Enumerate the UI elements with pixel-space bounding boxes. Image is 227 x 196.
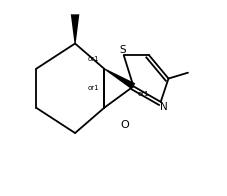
Text: N: N xyxy=(159,102,167,112)
Text: or1: or1 xyxy=(87,56,99,62)
Text: O: O xyxy=(120,120,128,130)
Text: or1: or1 xyxy=(87,85,99,91)
Polygon shape xyxy=(104,68,135,89)
Text: or1: or1 xyxy=(137,91,148,97)
Text: S: S xyxy=(119,45,126,55)
Polygon shape xyxy=(71,14,79,44)
